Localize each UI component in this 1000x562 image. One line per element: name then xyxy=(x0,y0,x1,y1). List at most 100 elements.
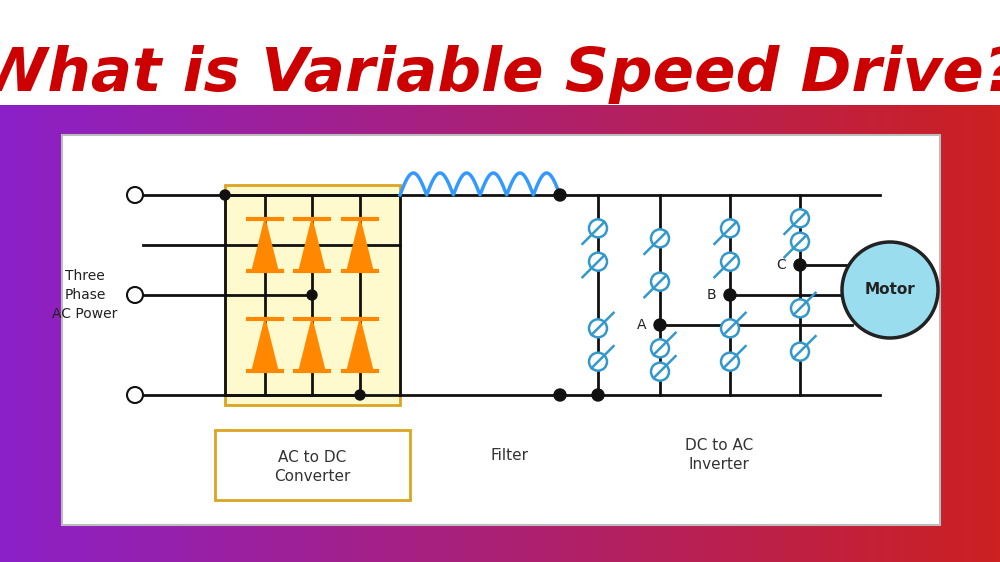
Bar xyxy=(710,0,715,562)
Bar xyxy=(810,0,815,562)
Text: Filter: Filter xyxy=(490,447,528,463)
Bar xyxy=(80,0,85,562)
Circle shape xyxy=(589,219,607,237)
Bar xyxy=(910,0,915,562)
Bar xyxy=(62,135,940,525)
Bar xyxy=(130,0,135,562)
Bar xyxy=(245,0,250,562)
Bar xyxy=(640,0,645,562)
Circle shape xyxy=(791,343,809,361)
Bar xyxy=(30,0,35,562)
Circle shape xyxy=(651,362,669,380)
Bar xyxy=(555,0,560,562)
Bar xyxy=(160,0,165,562)
Bar xyxy=(840,0,845,562)
Bar xyxy=(200,0,205,562)
Bar xyxy=(725,0,730,562)
Bar xyxy=(870,0,875,562)
Bar xyxy=(660,0,665,562)
Bar xyxy=(495,0,500,562)
Bar xyxy=(385,0,390,562)
Bar xyxy=(980,0,985,562)
Bar xyxy=(835,0,840,562)
Bar xyxy=(615,0,620,562)
Circle shape xyxy=(127,187,143,203)
Bar xyxy=(115,0,120,562)
Bar xyxy=(85,0,90,562)
Circle shape xyxy=(791,233,809,251)
Bar xyxy=(605,0,610,562)
Bar xyxy=(175,0,180,562)
Bar xyxy=(35,0,40,562)
Bar xyxy=(220,0,225,562)
Bar xyxy=(150,0,155,562)
Bar xyxy=(485,0,490,562)
Bar xyxy=(135,0,140,562)
Bar xyxy=(520,0,525,562)
Bar xyxy=(880,0,885,562)
Bar xyxy=(45,0,50,562)
Bar xyxy=(650,0,655,562)
Bar xyxy=(405,0,410,562)
Bar xyxy=(0,0,1000,105)
Bar xyxy=(535,0,540,562)
Bar xyxy=(925,0,930,562)
Bar xyxy=(65,0,70,562)
Bar xyxy=(950,0,955,562)
Bar xyxy=(765,0,770,562)
Polygon shape xyxy=(299,319,325,371)
Bar xyxy=(750,0,755,562)
Circle shape xyxy=(721,253,739,271)
Bar xyxy=(620,0,625,562)
Bar xyxy=(70,0,75,562)
Bar xyxy=(210,0,215,562)
Bar xyxy=(155,0,160,562)
Bar xyxy=(265,0,270,562)
Bar xyxy=(205,0,210,562)
Bar xyxy=(170,0,175,562)
Bar xyxy=(420,0,425,562)
Text: Motor: Motor xyxy=(865,283,915,297)
Bar xyxy=(355,0,360,562)
Bar xyxy=(345,0,350,562)
Bar xyxy=(790,0,795,562)
Circle shape xyxy=(721,353,739,371)
Bar xyxy=(580,0,585,562)
Bar xyxy=(280,0,285,562)
Bar xyxy=(235,0,240,562)
Bar xyxy=(390,0,395,562)
Bar xyxy=(465,0,470,562)
Bar xyxy=(735,0,740,562)
Bar xyxy=(655,0,660,562)
Bar xyxy=(510,0,515,562)
Bar xyxy=(290,0,295,562)
Bar xyxy=(20,0,25,562)
Bar xyxy=(595,0,600,562)
Bar xyxy=(165,0,170,562)
Bar xyxy=(140,0,145,562)
Circle shape xyxy=(724,289,736,301)
Bar xyxy=(915,0,920,562)
Bar xyxy=(320,0,325,562)
Bar xyxy=(260,0,265,562)
Bar xyxy=(455,0,460,562)
Bar xyxy=(670,0,675,562)
Bar xyxy=(890,0,895,562)
Circle shape xyxy=(307,290,317,300)
Text: A: A xyxy=(637,318,646,332)
Circle shape xyxy=(355,390,365,400)
Bar xyxy=(110,0,115,562)
Bar xyxy=(410,0,415,562)
Bar xyxy=(990,0,995,562)
Bar xyxy=(395,0,400,562)
Circle shape xyxy=(794,259,806,271)
Bar xyxy=(825,0,830,562)
Bar xyxy=(610,0,615,562)
Bar xyxy=(715,0,720,562)
Polygon shape xyxy=(347,219,373,271)
Bar xyxy=(600,0,605,562)
Bar xyxy=(450,0,455,562)
Bar xyxy=(90,0,95,562)
Bar xyxy=(340,0,345,562)
Bar xyxy=(310,0,315,562)
